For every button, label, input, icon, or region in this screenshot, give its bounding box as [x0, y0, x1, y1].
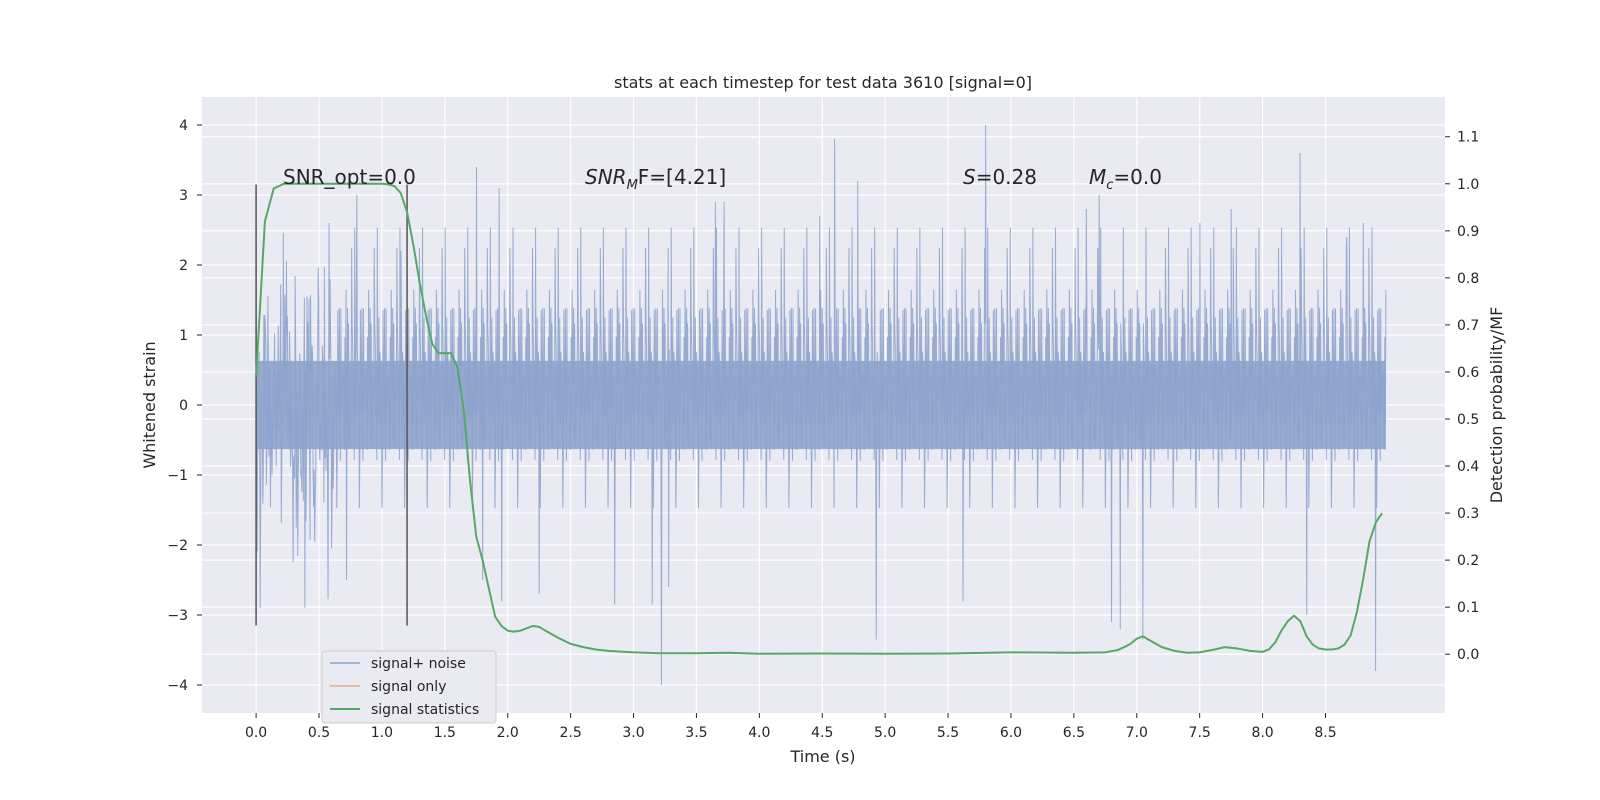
annotation-snr-mf-sub: M [627, 178, 638, 193]
y2-tick-label: 0.8 [1457, 271, 1479, 287]
noise-trace [255, 124, 1387, 686]
annotation-mc-sub: c [1106, 178, 1113, 193]
y-tick-label: −1 [167, 468, 188, 484]
statistics-line [255, 182, 1383, 655]
y2-tick-label: 1.0 [1457, 177, 1479, 193]
y-ticks: 4 3 2 1 0 −1 −2 −3 −4 [167, 118, 202, 694]
annotation-snr-opt: SNR_opt=0.0 [283, 165, 416, 189]
x-tick-label: 2.5 [559, 725, 581, 741]
annotation-snr-mf-base: SNR [585, 165, 627, 189]
x-tick-label: 7.5 [1189, 725, 1211, 741]
y2-ticks: 1.1 1.0 0.9 0.8 0.7 0.6 0.5 0.4 0.3 0.2 0.1 0.0 [1445, 130, 1479, 663]
y2-tick-label: 0.2 [1457, 553, 1479, 569]
legend-box [321, 650, 497, 724]
y-tick-label: −3 [167, 608, 188, 624]
y2-tick-label: 0.3 [1457, 506, 1479, 522]
x-tick-label: 6.5 [1063, 725, 1085, 741]
y2-tick-label: 1.1 [1457, 130, 1479, 146]
y2-tick-label: 0.1 [1457, 600, 1479, 616]
y-tick-label: 3 [179, 188, 188, 204]
annotation-snr-mf-rest: F=[4.21] [638, 165, 726, 189]
x-tick-label: 0.0 [245, 725, 267, 741]
x-tick-label: 1.5 [434, 725, 456, 741]
y2-tick-label: 0.0 [1457, 647, 1479, 663]
x-ticks: 0.0 0.5 1.0 1.5 2.0 2.5 3.0 3.5 4.0 4.5 5.0 5.5 6.0 6… [245, 713, 1337, 741]
y-tick-label: 0 [179, 398, 188, 414]
y2-tick-label: 0.6 [1457, 365, 1479, 381]
x-tick-label: 2.0 [497, 725, 519, 741]
legend: signal+ noise signal only signal statist… [321, 650, 497, 724]
annotation-mc-rest: =0.0 [1113, 165, 1162, 189]
x-tick-label: 4.5 [811, 725, 833, 741]
noise-series [255, 124, 1387, 686]
y-tick-label: 4 [179, 118, 188, 134]
legend-label-noise: signal+ noise [371, 656, 466, 672]
y2-tick-label: 0.5 [1457, 412, 1479, 428]
chart-title: stats at each timestep for test data 361… [614, 73, 1032, 92]
y2-tick-label: 0.7 [1457, 318, 1479, 334]
annotation-s-rest: =0.28 [976, 165, 1037, 189]
annotation-mc-base: M [1089, 165, 1106, 189]
y2-tick-label: 0.9 [1457, 224, 1479, 240]
x-tick-label: 5.5 [937, 725, 959, 741]
y-tick-label: −2 [167, 538, 188, 554]
annotation-s-base: S [963, 165, 976, 189]
x-tick-label: 6.0 [1000, 725, 1022, 741]
vertical-markers [255, 184, 408, 626]
x-tick-label: 1.0 [371, 725, 393, 741]
y-tick-label: 1 [179, 328, 188, 344]
x-tick-label: 0.5 [308, 725, 330, 741]
x-tick-label: 8.0 [1251, 725, 1273, 741]
x-axis-label: Time (s) [789, 747, 855, 766]
annotation-mc: Mc=0.0 [1089, 165, 1162, 193]
x-tick-label: 8.5 [1314, 725, 1336, 741]
y-tick-label: −4 [167, 678, 188, 694]
statistics-series [255, 182, 1383, 655]
x-tick-label: 5.0 [874, 725, 896, 741]
y2-axis-label: Detection probability/MF [1487, 307, 1506, 504]
x-tick-label: 3.5 [685, 725, 707, 741]
x-tick-label: 3.0 [622, 725, 644, 741]
annotations: SNR_opt=0.0 SNRMF=[4.21] S=0.28 Mc=0.0 [283, 165, 1162, 193]
y-axis-label: Whitened strain [140, 341, 159, 468]
legend-label-statistics: signal statistics [371, 702, 479, 718]
annotation-snr-mf: SNRMF=[4.21] [585, 165, 726, 193]
annotation-s: S=0.28 [963, 165, 1037, 189]
legend-label-signal-only: signal only [371, 679, 446, 695]
y-tick-label: 2 [179, 258, 188, 274]
x-tick-label: 4.0 [748, 725, 770, 741]
x-tick-label: 7.0 [1126, 725, 1148, 741]
y2-tick-label: 0.4 [1457, 459, 1479, 475]
